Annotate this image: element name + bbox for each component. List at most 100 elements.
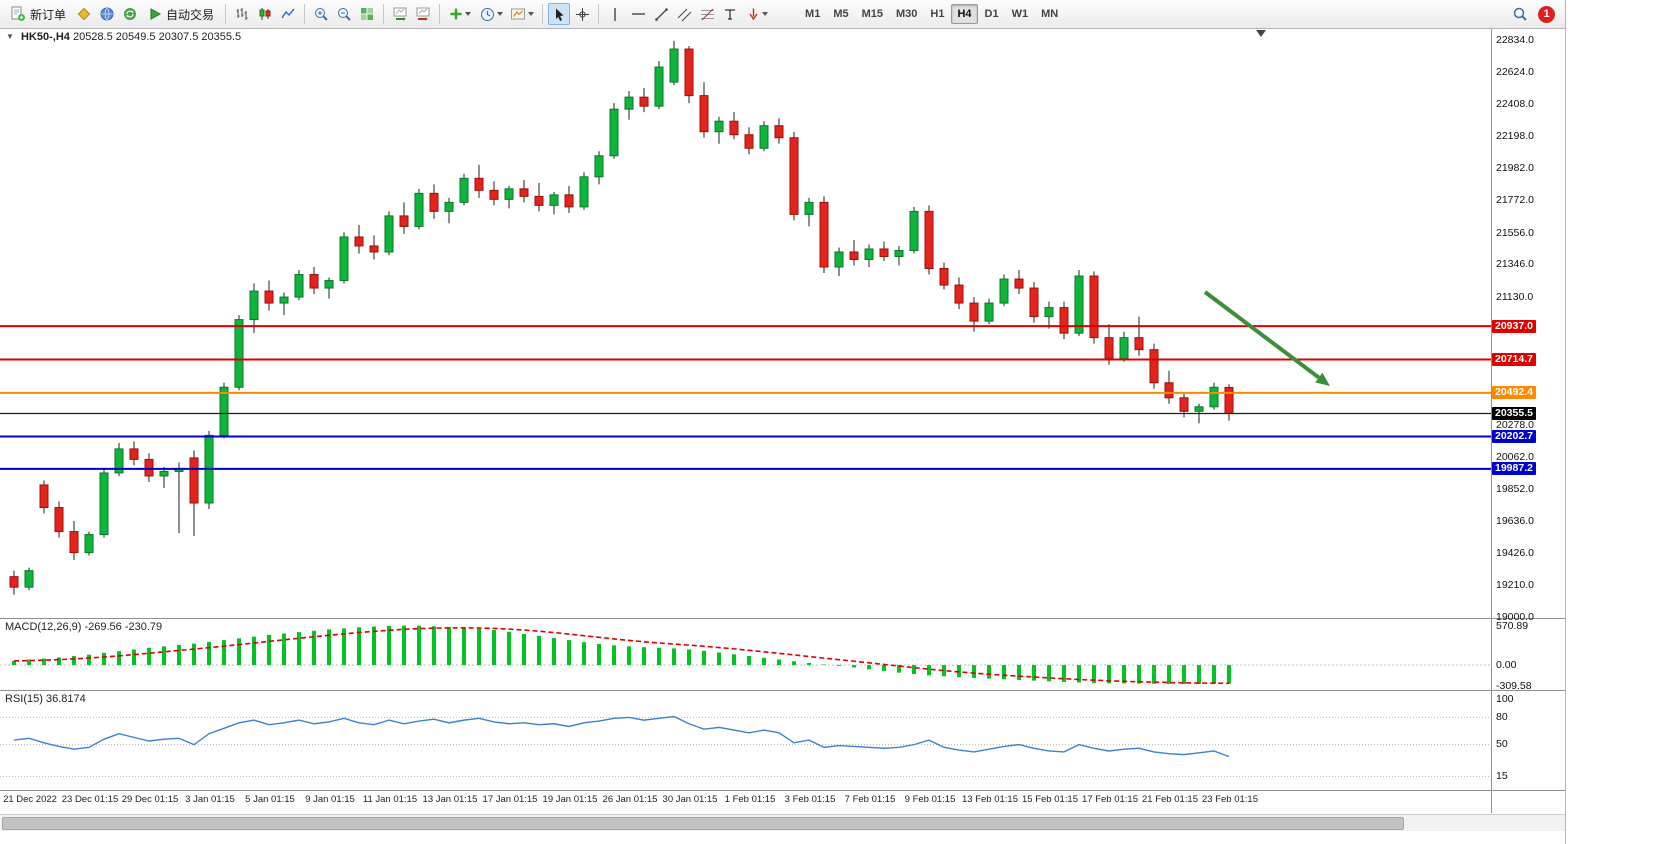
candle-body [9, 576, 19, 588]
candles-layer [9, 40, 1234, 595]
dropdown-caret-icon [761, 12, 768, 16]
timeframe-MN[interactable]: MN [1035, 4, 1064, 24]
dropdown-caret-icon [496, 12, 503, 16]
zoom-in-icon [315, 8, 328, 21]
tile-windows-icon [361, 8, 374, 20]
main-toolbar: 新订单 自动交易 [0, 0, 1565, 29]
market-watch-button[interactable] [73, 3, 95, 25]
candle-body [654, 66, 664, 107]
chart-canvas[interactable] [0, 0, 1565, 844]
timeframe-H1[interactable]: H1 [924, 4, 950, 24]
timeframe-M1[interactable]: M1 [799, 4, 826, 24]
dropdown-caret-icon [465, 12, 472, 16]
candle-body [519, 188, 529, 197]
candle-body [879, 248, 889, 257]
navigator-button[interactable] [96, 3, 118, 25]
line-chart-mode-button[interactable] [277, 3, 299, 25]
candle-body [489, 189, 499, 200]
timeframe-H4[interactable]: H4 [951, 4, 978, 24]
refresh-button[interactable] [119, 3, 141, 25]
text-tool-button[interactable] [719, 3, 741, 25]
auto-scroll-button[interactable] [389, 3, 411, 25]
play-icon [150, 8, 162, 20]
cursor-tool-button[interactable] [548, 3, 571, 25]
auto-scroll-icon [393, 7, 407, 21]
templates-button[interactable] [507, 3, 537, 25]
level-lines-layer[interactable] [0, 325, 1491, 470]
candle-body [1194, 406, 1204, 412]
add-indicator-icon [450, 8, 462, 20]
candle-body [624, 96, 634, 110]
zoom-out-button[interactable] [333, 3, 355, 25]
candle-body [144, 458, 154, 477]
candle-body [369, 245, 379, 253]
notification-badge[interactable]: 1 [1538, 5, 1555, 23]
candle-body [1074, 275, 1084, 334]
candle-body [744, 134, 754, 149]
clock-icon [480, 7, 494, 21]
auto-trading-button[interactable]: 自动交易 [142, 3, 220, 25]
candle-body [639, 96, 649, 107]
candle-body [279, 296, 289, 304]
horizontal-line-tool-button[interactable] [627, 3, 649, 25]
candle-body [564, 194, 574, 208]
candle-body [774, 125, 784, 139]
timeframe-W1[interactable]: W1 [1006, 4, 1035, 24]
candle-body [459, 177, 469, 203]
add-indicator-button[interactable] [445, 3, 475, 25]
timeframe-M30[interactable]: M30 [890, 4, 923, 24]
candle-body [699, 95, 709, 133]
crosshair-icon [575, 7, 589, 21]
candle-body [549, 194, 559, 206]
trendline-tool-button[interactable] [650, 3, 672, 25]
candle-body [189, 457, 199, 504]
candle-body [1149, 349, 1159, 384]
tile-windows-button[interactable] [356, 3, 378, 25]
new-order-button[interactable]: 新订单 [4, 3, 72, 25]
candle-body [1029, 287, 1039, 318]
candle-body [969, 302, 979, 322]
candle-body [714, 120, 724, 133]
zoom-in-button[interactable] [310, 3, 332, 25]
candle-body [339, 236, 349, 282]
chart-shift-button[interactable] [412, 3, 434, 25]
candle-body [864, 248, 874, 260]
candle-body [1089, 275, 1099, 339]
crosshair-tool-button[interactable] [571, 3, 593, 25]
rsi-panel [0, 715, 1491, 777]
search-button[interactable] [1509, 3, 1531, 25]
macd-signal-line [13, 627, 1230, 685]
vertical-line-tool-button[interactable] [604, 3, 626, 25]
fibonacci-icon [700, 8, 714, 20]
candle-body [474, 177, 484, 191]
trading-platform-window: 新订单 自动交易 [0, 0, 1566, 844]
horizontal-scrollbar[interactable] [0, 814, 1565, 831]
bar-chart-mode-button[interactable] [231, 3, 253, 25]
candle-body [84, 534, 94, 554]
candlestick-mode-button[interactable] [254, 3, 276, 25]
candle-body [924, 210, 934, 270]
equidistant-channel-icon [677, 8, 691, 21]
timeframe-M5[interactable]: M5 [827, 4, 854, 24]
timeframe-M15[interactable]: M15 [856, 4, 889, 24]
candle-body [684, 48, 694, 97]
candle-body [69, 531, 79, 554]
trend-arrow-annotation[interactable] [1203, 290, 1330, 386]
candle-body [129, 448, 139, 460]
candle-body [354, 236, 364, 247]
candle-body [594, 155, 604, 178]
candle-body [1044, 307, 1054, 318]
arrows-tool-button[interactable] [742, 3, 772, 25]
candlestick-icon [259, 8, 271, 20]
candle-body [534, 195, 544, 206]
horizontal-scrollbar-thumb[interactable] [2, 817, 1404, 830]
periods-button[interactable] [476, 3, 506, 25]
candle-body [39, 484, 49, 509]
timeframe-D1[interactable]: D1 [979, 4, 1005, 24]
fibonacci-tool-button[interactable] [696, 3, 718, 25]
rsi-line [13, 715, 1230, 758]
channel-tool-button[interactable] [673, 3, 695, 25]
toolbar-separator [304, 4, 306, 24]
candle-body [1224, 386, 1234, 414]
text-icon [725, 9, 736, 20]
